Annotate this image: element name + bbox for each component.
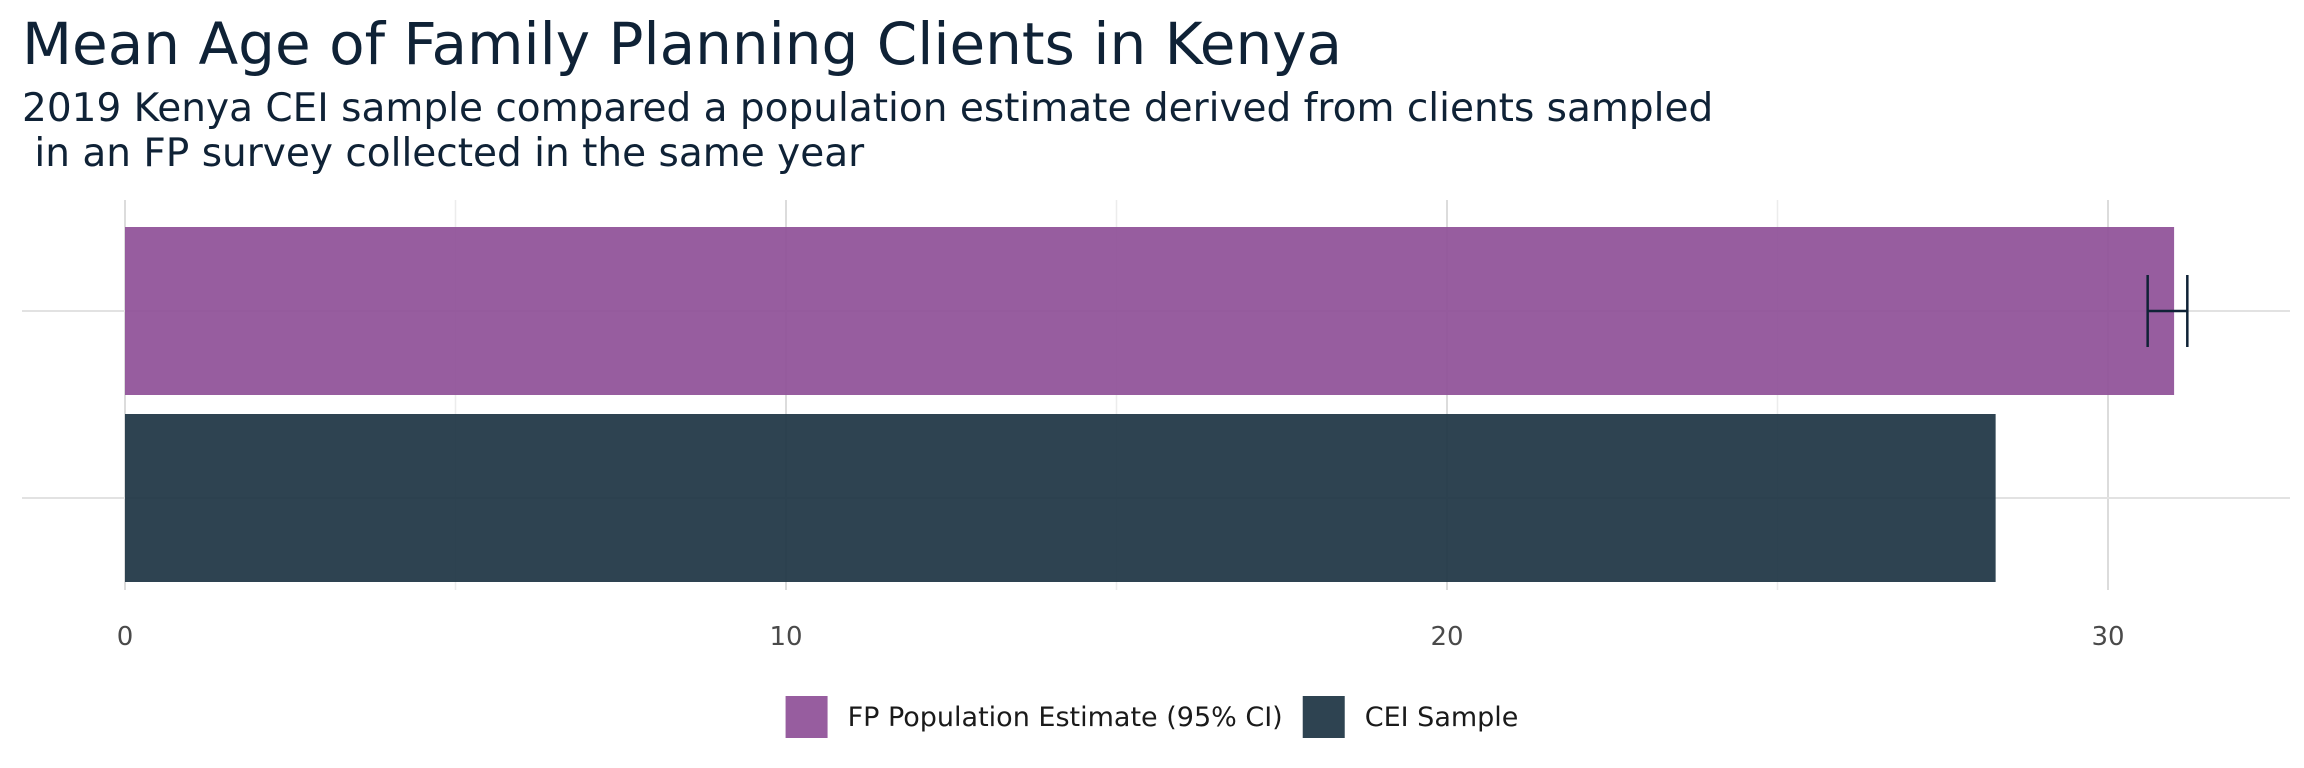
x-tick-label-2: 20 xyxy=(1430,622,1463,652)
bar-fp-population-estimate xyxy=(125,227,2175,395)
legend-swatch-0 xyxy=(785,696,828,738)
bar-cei-sample xyxy=(125,414,1996,582)
legend-swatch-1 xyxy=(1302,696,1345,738)
legend: FP Population Estimate (95% CI) CEI Sampl… xyxy=(785,696,1519,738)
chart-subtitle-line-1: 2019 Kenya CEI sample compared a populat… xyxy=(22,86,1713,131)
legend-label-0: FP Population Estimate (95% CI) xyxy=(848,702,1283,733)
x-tick-label-1: 10 xyxy=(769,622,802,652)
x-tick-label-3: 30 xyxy=(2091,622,2124,652)
bars xyxy=(125,227,2175,582)
x-axis-ticks: 0 10 20 30 xyxy=(117,622,2125,652)
error-bars xyxy=(2146,275,2189,347)
legend-label-1: CEI Sample xyxy=(1365,702,1519,733)
error-bar-0 xyxy=(2146,275,2189,347)
chart-subtitle-line-2: in an FP survey collected in the same ye… xyxy=(22,131,865,176)
chart-title: Mean Age of Family Planning Clients in K… xyxy=(22,10,1342,78)
x-tick-label-0: 0 xyxy=(117,622,134,652)
